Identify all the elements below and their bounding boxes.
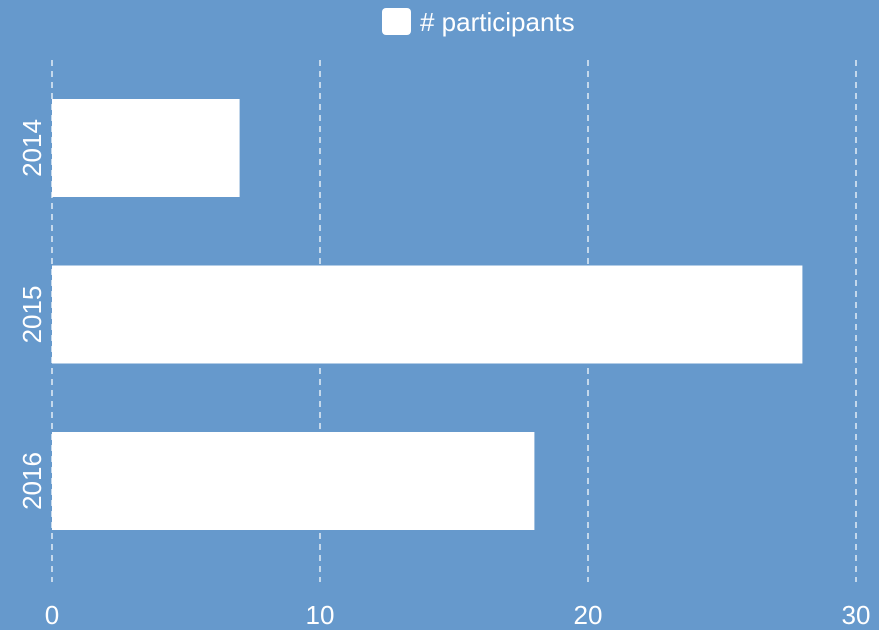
x-tick-label: 20 [574, 600, 603, 630]
legend-label: # participants [420, 7, 575, 37]
y-tick-label: 2014 [17, 119, 47, 177]
bar-2016 [52, 432, 535, 530]
x-axis-labels: 0 10 20 30 [45, 600, 871, 630]
x-tick-label: 10 [306, 600, 335, 630]
bars [52, 99, 803, 530]
x-tick-label: 0 [45, 600, 59, 630]
y-tick-label: 2015 [17, 286, 47, 344]
legend-swatch [382, 8, 411, 35]
bar-2015 [52, 265, 803, 364]
bar-2014 [52, 99, 240, 197]
x-tick-label: 30 [842, 600, 871, 630]
legend: # participants [382, 7, 575, 37]
y-tick-label: 2016 [17, 452, 47, 510]
y-axis-labels: 2014 2015 2016 [17, 119, 47, 510]
